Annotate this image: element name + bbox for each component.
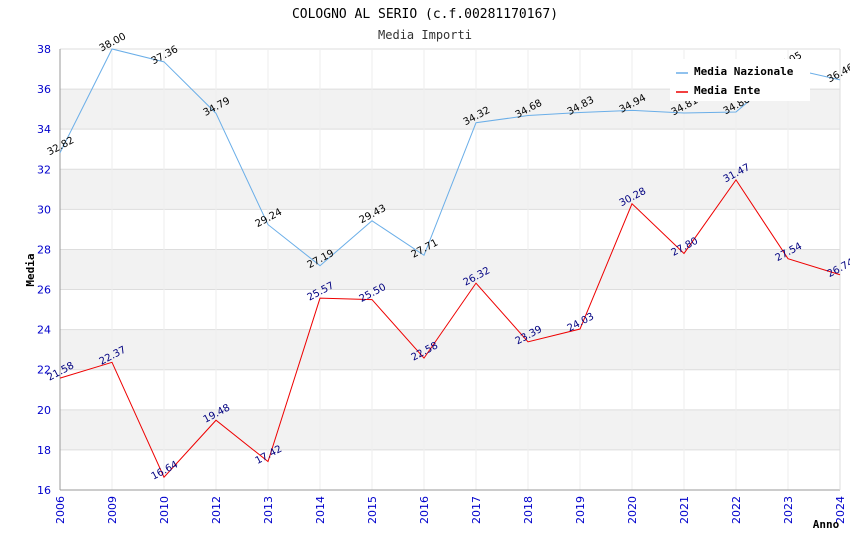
chart-title: COLOGNO AL SERIO (c.f.00281170167) xyxy=(292,7,558,22)
series-lines xyxy=(59,48,841,479)
y-tick-label: 18 xyxy=(37,444,51,457)
data-label: 38.00 xyxy=(98,31,128,54)
x-tick-label: 2014 xyxy=(314,496,327,524)
y-tick-label: 34 xyxy=(37,123,51,136)
x-tick-label: 2012 xyxy=(210,496,223,524)
x-tick-label: 2015 xyxy=(366,496,379,524)
y-tick-label: 26 xyxy=(37,284,51,297)
x-tick-label: 2024 xyxy=(834,496,847,524)
data-label: 32.82 xyxy=(46,135,76,158)
gridlines xyxy=(59,48,841,491)
y-tick-label: 24 xyxy=(37,324,51,337)
grid-band xyxy=(60,249,840,290)
x-tick-label: 2006 xyxy=(54,496,67,524)
y-tick-label: 28 xyxy=(37,243,51,256)
x-tick-label: 2018 xyxy=(522,496,535,524)
y-tick-label: 32 xyxy=(37,163,51,176)
y-tick-label: 16 xyxy=(37,484,51,497)
y-axis-label: Media xyxy=(24,253,37,286)
x-tick-label: 2023 xyxy=(782,496,795,524)
x-tick-label: 2017 xyxy=(470,496,483,524)
x-tick-label: 2021 xyxy=(678,496,691,524)
x-tick-label: 2020 xyxy=(626,496,639,524)
data-label: 16.64 xyxy=(150,459,180,482)
data-label: 37.36 xyxy=(150,44,180,67)
y-tick-label: 30 xyxy=(37,203,51,216)
series-line-media-ente xyxy=(59,179,841,479)
y-tick-label: 36 xyxy=(37,83,51,96)
legend: Media Nazionale Media Ente xyxy=(670,59,810,101)
x-tick-label: 2019 xyxy=(574,496,587,524)
y-tick-labels: 16 18 20 22 24 26 28 30 32 34 36 38 xyxy=(37,43,51,497)
legend-box xyxy=(670,59,810,101)
x-tick-label: 2009 xyxy=(106,496,119,524)
y-tick-label: 22 xyxy=(37,364,51,377)
legend-label-media-ente: Media Ente xyxy=(694,84,761,97)
chart-subtitle: Media Importi xyxy=(378,28,472,42)
y-tick-label: 20 xyxy=(37,404,51,417)
grid-band xyxy=(60,329,840,370)
legend-label-media-nazionale: Media Nazionale xyxy=(694,65,794,78)
x-tick-label: 2016 xyxy=(418,496,431,524)
x-tick-label: 2022 xyxy=(730,496,743,524)
y-tick-label: 38 xyxy=(37,43,51,56)
x-tick-label: 2013 xyxy=(262,496,275,524)
x-axis-label: Anno xyxy=(813,518,840,531)
grid-band xyxy=(60,409,840,450)
axes xyxy=(59,49,841,491)
x-tick-label: 2010 xyxy=(158,496,171,524)
series-line-media-nazionale xyxy=(59,48,841,267)
grid-bands xyxy=(60,89,840,450)
data-label: 36.46 xyxy=(826,62,850,85)
x-tick-labels: 2006 2009 2010 2012 2013 2014 2015 2016 2017 2018… xyxy=(54,496,847,524)
data-label: 29.24 xyxy=(254,207,284,230)
